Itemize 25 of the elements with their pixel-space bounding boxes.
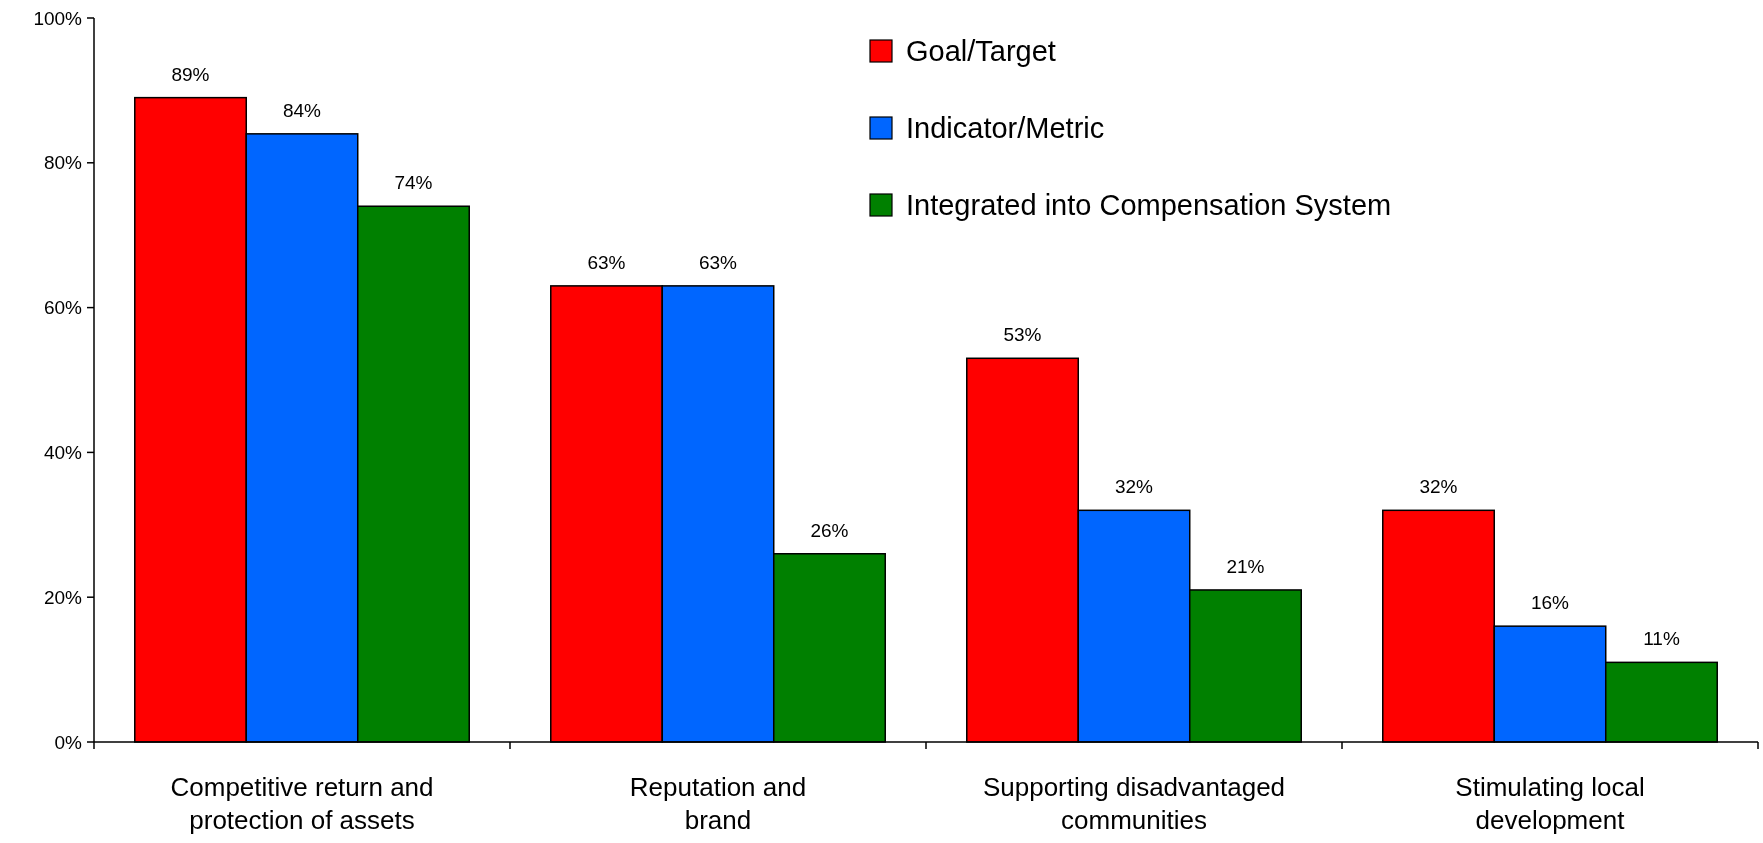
legend-label: Goal/Target bbox=[906, 35, 1056, 67]
data-label: 89% bbox=[171, 63, 210, 85]
y-tick-label: 0% bbox=[54, 731, 83, 753]
x-tick-label: Reputation and brand bbox=[629, 772, 807, 835]
data-label: 11% bbox=[1643, 628, 1680, 650]
x-tick-label: Supporting disadvantaged communities bbox=[982, 772, 1286, 835]
data-label: 63% bbox=[587, 251, 626, 273]
x-tick-label: Stimulating local development bbox=[1455, 772, 1645, 835]
data-label: 74% bbox=[394, 172, 433, 194]
y-tick-label: 60% bbox=[43, 297, 83, 319]
x-tick-label: Competitive return and protection of assets bbox=[170, 772, 434, 835]
data-label: 63% bbox=[698, 251, 738, 273]
data-label: 21% bbox=[1226, 555, 1265, 577]
y-tick-label: 20% bbox=[43, 586, 83, 608]
y-tick-label: 80% bbox=[43, 152, 83, 174]
legend-label: Integrated into Compensation System bbox=[906, 189, 1392, 221]
data-label: 53% bbox=[1003, 324, 1042, 346]
data-label: 32% bbox=[1419, 476, 1458, 498]
y-tick-label: 100% bbox=[33, 7, 83, 29]
data-label: 16% bbox=[1530, 592, 1570, 614]
y-tick-label: 40% bbox=[43, 442, 83, 464]
data-label: 84% bbox=[282, 99, 322, 121]
data-label: 26% bbox=[810, 519, 849, 541]
legend-label: Indicator/Metric bbox=[906, 112, 1105, 144]
data-label: 32% bbox=[1114, 476, 1154, 498]
